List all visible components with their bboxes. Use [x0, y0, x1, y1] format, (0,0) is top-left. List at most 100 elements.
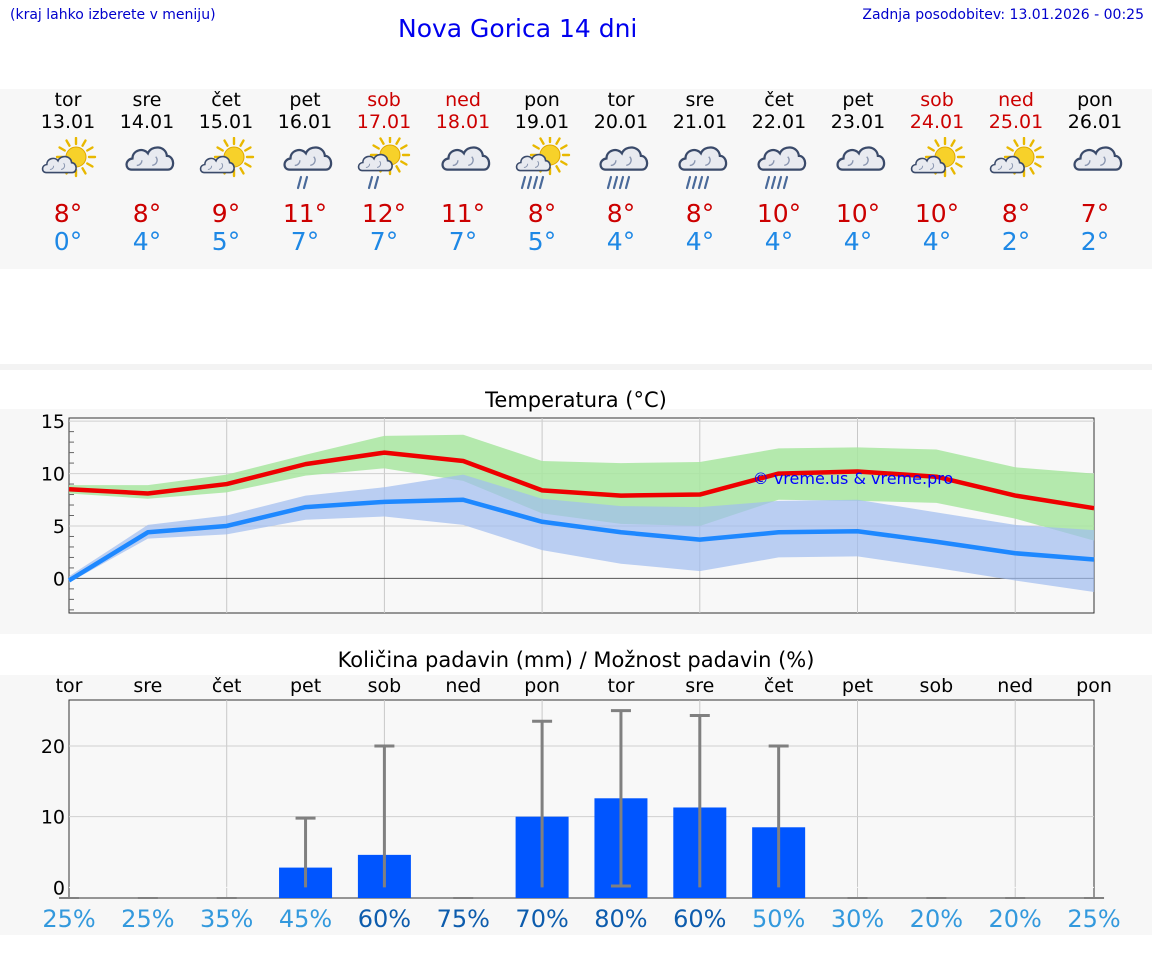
forecast-day: čet 15.01 9° 5° — [186, 89, 266, 256]
day-date: 13.01 — [40, 111, 96, 133]
day-name: pon — [524, 89, 560, 111]
partly-cloudy-sun-icon — [976, 137, 1056, 197]
min-temperature: 4° — [685, 227, 715, 256]
precipitation-chart: tor sre čet pet sob ned pon tor sre čet pet sob ned p… — [41, 675, 1121, 933]
day-label: sob — [920, 675, 954, 697]
day-name: čet — [764, 89, 794, 111]
max-temperature: 8° — [53, 199, 83, 228]
day-label: tor — [608, 675, 635, 697]
forecast-day: sob 17.01 12° 7° — [344, 89, 424, 256]
forecast-day: sob 24.01 10° 4° — [897, 89, 977, 256]
y-tick-label: 15 — [41, 411, 65, 433]
day-label: čet — [212, 675, 242, 697]
precipitation-chart-title: Količina padavin (mm) / Možnost padavin … — [337, 648, 815, 672]
day-date: 15.01 — [198, 111, 254, 133]
precipitation-probability: 20% — [910, 905, 963, 933]
max-temperature: 8° — [685, 199, 715, 228]
cloud-rain-icon — [660, 137, 740, 197]
y-tick-label: 5 — [53, 516, 65, 538]
day-name: sob — [367, 89, 401, 111]
day-date: 24.01 — [909, 111, 965, 133]
min-temperature: 2° — [1080, 227, 1110, 256]
page-title: Nova Gorica 14 dni — [398, 14, 638, 43]
min-temperature: 4° — [132, 227, 162, 256]
forecast-day: tor 13.01 8° 0° — [28, 89, 108, 256]
min-temperature: 5° — [527, 227, 557, 256]
cloud-rain-icon — [739, 137, 819, 197]
day-label: sob — [368, 675, 402, 697]
day-label: sre — [133, 675, 162, 697]
cloudy-icon — [107, 137, 187, 197]
forecast-day: čet 22.01 10° 4° — [739, 89, 819, 256]
temperature-chart: 0 5 10 15 © vreme.us & vreme.pro — [41, 411, 1095, 614]
day-name: sre — [132, 89, 162, 111]
forecast-day: pet 23.01 10° 4° — [818, 89, 898, 256]
precipitation-probability: 30% — [831, 905, 884, 933]
forecast-day: sre 14.01 8° 4° — [107, 89, 187, 256]
day-name: ned — [445, 89, 481, 111]
max-temperature: 8° — [1001, 199, 1031, 228]
forecast-day: pon 19.01 8° 5° — [502, 89, 582, 256]
day-label: pet — [842, 675, 873, 697]
precipitation-probability: 80% — [594, 905, 647, 933]
y-tick-label: 20 — [41, 736, 65, 758]
day-name: čet — [211, 89, 241, 111]
min-temperature: 5° — [211, 227, 241, 256]
sun-cloud-light-rain-icon — [344, 137, 424, 197]
min-temperature: 7° — [290, 227, 320, 256]
forecast-day: pon 26.01 7° 2° — [1055, 89, 1135, 256]
day-label: ned — [445, 675, 481, 697]
sun-cloud-rain-icon — [502, 137, 582, 197]
precipitation-probability: 50% — [752, 905, 805, 933]
precipitation-probability: 35% — [200, 905, 253, 933]
min-temperature: 7° — [448, 227, 478, 256]
cloudy-icon — [423, 137, 503, 197]
day-date: 17.01 — [356, 111, 412, 133]
forecast-day: ned 18.01 11° 7° — [423, 89, 503, 256]
min-temperature: 4° — [843, 227, 873, 256]
precipitation-probability: 25% — [121, 905, 174, 933]
y-tick-label: 10 — [41, 807, 65, 829]
partly-cloudy-sun-icon — [186, 137, 266, 197]
day-date: 14.01 — [119, 111, 175, 133]
max-temperature: 8° — [606, 199, 636, 228]
max-temperature: 8° — [527, 199, 557, 228]
day-name: tor — [54, 89, 82, 111]
y-tick-label: 0 — [53, 877, 65, 899]
section-divider — [0, 364, 1152, 370]
forecast-day: pet 16.01 11° 7° — [265, 89, 345, 256]
precipitation-probability: 60% — [673, 905, 726, 933]
max-temperature: 11° — [440, 199, 486, 228]
max-temperature: 10° — [835, 199, 881, 228]
day-label: čet — [764, 675, 794, 697]
day-date: 22.01 — [751, 111, 807, 133]
day-date: 16.01 — [277, 111, 333, 133]
day-label: pon — [524, 675, 560, 697]
max-temperature: 8° — [132, 199, 162, 228]
day-date: 26.01 — [1067, 111, 1123, 133]
precipitation-probability: 25% — [42, 905, 95, 933]
day-date: 18.01 — [435, 111, 491, 133]
precipitation-probability: 60% — [358, 905, 411, 933]
cloud-rain-icon — [581, 137, 661, 197]
forecast-day: ned 25.01 8° 2° — [976, 89, 1056, 256]
day-label: pon — [1076, 675, 1112, 697]
day-date: 19.01 — [514, 111, 570, 133]
partly-cloudy-sun-icon — [897, 137, 977, 197]
day-name: ned — [998, 89, 1034, 111]
min-temperature: 2° — [1001, 227, 1031, 256]
max-temperature: 11° — [282, 199, 328, 228]
watermark: © vreme.us & vreme.pro — [753, 469, 954, 488]
precipitation-probability: 25% — [1067, 905, 1120, 933]
day-label: pet — [290, 675, 321, 697]
day-name: pet — [289, 89, 321, 111]
precipitation-probability: 70% — [515, 905, 568, 933]
cloud-light-rain-icon — [265, 137, 345, 197]
min-temperature: 7° — [369, 227, 399, 256]
day-name: sob — [920, 89, 954, 111]
cloudy-icon — [818, 137, 898, 197]
day-date: 23.01 — [830, 111, 886, 133]
day-name: pet — [842, 89, 874, 111]
max-temperature: 12° — [361, 199, 407, 228]
day-name: pon — [1077, 89, 1113, 111]
